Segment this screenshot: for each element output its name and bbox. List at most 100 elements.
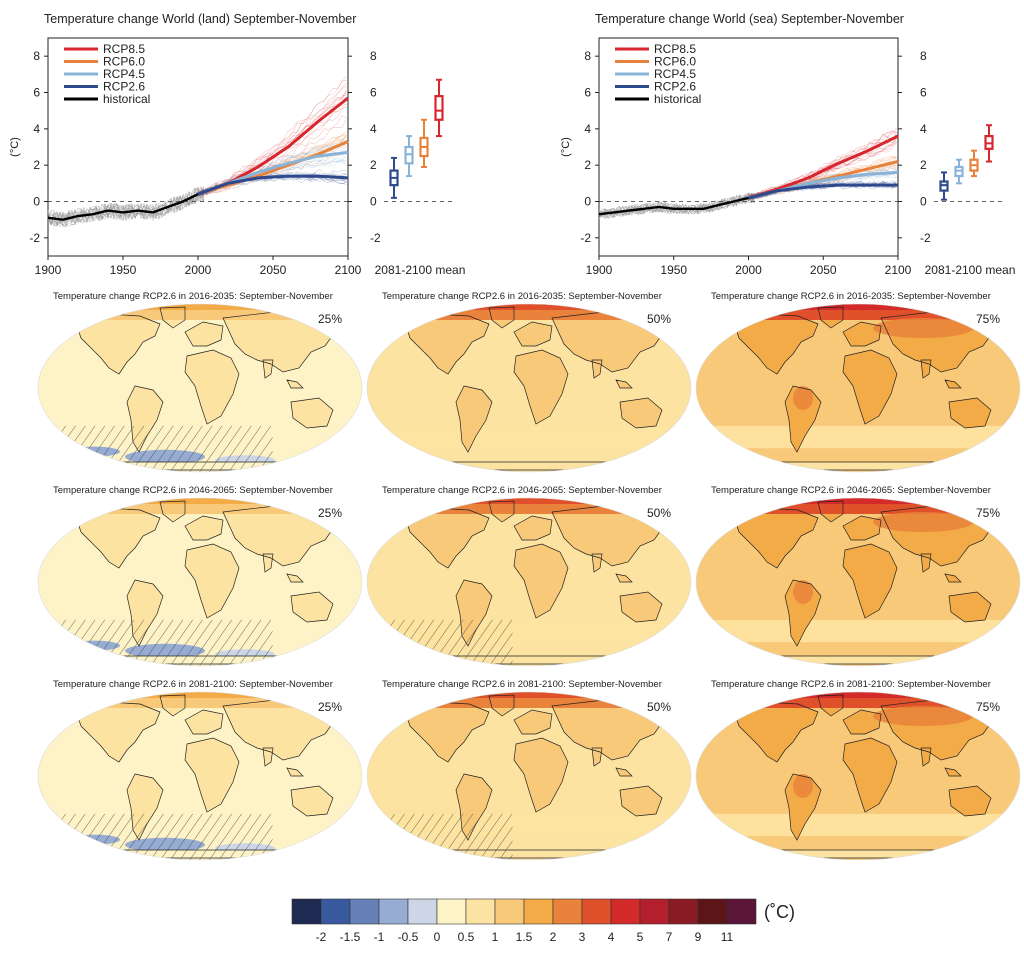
colorbar-swatch xyxy=(639,898,670,925)
coastline xyxy=(513,543,569,619)
coastline xyxy=(184,543,240,619)
coastline xyxy=(513,709,553,735)
colorbar-tick-label: 1 xyxy=(492,930,499,944)
map-title: Temperature change RCP2.6 in 2016-2035: … xyxy=(382,291,662,302)
coastline xyxy=(615,767,633,777)
colorbar-unit: (˚C) xyxy=(764,902,795,922)
land-chart-title: Temperature change World (land) Septembe… xyxy=(44,12,357,26)
land-region xyxy=(592,554,602,572)
y-tick-label: 8 xyxy=(33,49,40,63)
coastline xyxy=(920,359,932,379)
coastline xyxy=(619,591,663,623)
y-tick-label-right: 2 xyxy=(370,158,377,172)
coastline xyxy=(403,313,490,375)
world-map xyxy=(695,497,1021,667)
coastline xyxy=(817,694,844,717)
land-region xyxy=(514,350,568,424)
colorbar-tick-label: 7 xyxy=(666,930,673,944)
coastline xyxy=(159,306,186,329)
y-tick-label: 8 xyxy=(584,49,591,63)
land-region xyxy=(514,516,552,540)
y-tick-label-right: -2 xyxy=(370,231,381,245)
coastline xyxy=(842,709,882,735)
historical-member-line xyxy=(47,188,205,227)
land-region xyxy=(291,398,333,428)
land-region xyxy=(287,574,303,582)
series-mean-line xyxy=(598,196,749,216)
historical-member-line xyxy=(598,193,755,217)
map-outline xyxy=(695,497,1021,667)
ensemble-member-line xyxy=(197,141,347,196)
coastline xyxy=(784,385,822,453)
legend-label: RCP6.0 xyxy=(103,55,145,69)
coastline xyxy=(513,737,569,813)
sea-timeseries-chart: -2 -2 0 0 2 2 4 4 6 6 8 8 1900 1950 2000 2050 2100 (°C) RC… xyxy=(560,37,1016,277)
southern-ocean-band xyxy=(696,619,1020,643)
coastline xyxy=(455,385,493,453)
box-axis-label: 2081-2100 mean xyxy=(925,263,1016,277)
land-region xyxy=(843,710,881,734)
coastline xyxy=(842,737,898,813)
land-region xyxy=(75,508,160,568)
land-region xyxy=(514,544,568,618)
land-region xyxy=(949,592,991,622)
land-region xyxy=(945,574,961,582)
y-tick-label-right: 0 xyxy=(920,195,927,209)
y-tick-label-right: 8 xyxy=(920,49,927,63)
significance-hatching xyxy=(38,813,273,860)
map-percentile: 50% xyxy=(647,506,672,520)
land-region xyxy=(75,702,160,762)
land-region xyxy=(404,508,489,568)
land-region xyxy=(404,702,489,762)
colorbar: -2 -1.5 -1 -0.5 0 0.5 1 1.5 2 3 4 5 7 9 11 (˚C) xyxy=(291,898,795,944)
series-mean-line xyxy=(47,193,199,221)
coastline xyxy=(948,591,992,623)
legend-label: RCP8.5 xyxy=(654,42,696,56)
map-title: Temperature change RCP2.6 in 2081-2100: … xyxy=(382,679,662,690)
land-region xyxy=(263,554,273,572)
arctic-band-core xyxy=(696,304,1020,310)
land-region xyxy=(291,592,333,622)
colorbar-tick-label: 0 xyxy=(434,930,441,944)
coastline xyxy=(615,573,633,583)
x-tick-label: 2000 xyxy=(185,263,212,277)
coastline xyxy=(784,579,822,647)
y-tick-label: 4 xyxy=(584,122,591,136)
land-region xyxy=(514,738,568,812)
coastline xyxy=(948,785,992,817)
coastline xyxy=(290,591,334,623)
map-outline xyxy=(37,691,363,861)
y-tick-label: 6 xyxy=(33,86,40,100)
y-tick-label-right: 8 xyxy=(370,49,377,63)
map-outline xyxy=(366,303,692,473)
land-region xyxy=(185,710,223,734)
land-region xyxy=(263,360,273,378)
land-region xyxy=(616,574,632,582)
colorbar-tick-label: 3 xyxy=(579,930,586,944)
land-region xyxy=(921,554,931,572)
map-outline xyxy=(366,497,692,667)
colorbar-swatch xyxy=(726,898,757,925)
land-region xyxy=(287,380,303,388)
map-title: Temperature change RCP2.6 in 2081-2100: … xyxy=(53,679,333,690)
colorbar-swatch xyxy=(349,898,380,925)
world-map xyxy=(366,497,692,667)
ensemble-member-line xyxy=(197,85,347,194)
map-title: Temperature change RCP2.6 in 2046-2065: … xyxy=(53,485,333,496)
ensemble-member-line xyxy=(197,89,347,198)
arctic-band-core xyxy=(38,498,362,504)
colorbar-swatch xyxy=(523,898,554,925)
map-outline xyxy=(37,303,363,473)
colorbar-swatch xyxy=(436,898,467,925)
arctic-band-core xyxy=(38,304,362,310)
coastline xyxy=(944,767,962,777)
warm-patch xyxy=(793,386,813,410)
arctic-band-core xyxy=(38,692,362,698)
y-tick-label-right: 4 xyxy=(370,122,377,136)
arctic-band-core xyxy=(367,498,691,504)
map-percentile: 75% xyxy=(976,506,1001,520)
map-title: Temperature change RCP2.6 in 2016-2035: … xyxy=(53,291,333,302)
legend-label: RCP2.6 xyxy=(654,80,696,94)
warm-patch xyxy=(793,580,813,604)
land-region xyxy=(185,516,223,540)
